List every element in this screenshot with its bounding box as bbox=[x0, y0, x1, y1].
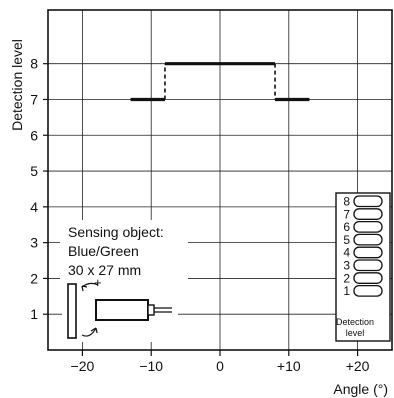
y-tick-label: 5 bbox=[30, 163, 38, 179]
sensing-object-annotation: Sensing object: Blue/Green 30 x 27 mm bbox=[60, 220, 188, 280]
indicator-level-label: 8 bbox=[343, 195, 350, 209]
y-tick-label: 4 bbox=[30, 199, 38, 215]
annotation-line-1: Sensing object: bbox=[68, 224, 164, 240]
y-tick-label: 2 bbox=[30, 270, 38, 286]
rotation-arrowhead-lower bbox=[90, 327, 98, 334]
y-tick-label: 6 bbox=[30, 127, 38, 143]
x-axis-ticks: −20 −10 0 +10 +20 bbox=[71, 350, 370, 374]
y-tick-label: 7 bbox=[30, 91, 38, 107]
indicator-caption-line-2: level bbox=[346, 328, 365, 338]
indicator-level-label: 7 bbox=[343, 207, 350, 221]
rotation-arrow-lower bbox=[81, 327, 97, 337]
annotation-backdrop bbox=[60, 220, 188, 280]
indicator-lamp bbox=[353, 259, 383, 272]
x-axis-label: Angle (°) bbox=[333, 381, 388, 397]
indicator-lamp bbox=[353, 220, 383, 233]
sensor-connector bbox=[147, 304, 155, 316]
indicator-lamp bbox=[353, 272, 383, 284]
x-tick-label: 0 bbox=[216, 358, 224, 374]
indicator-level-label: 2 bbox=[343, 271, 350, 285]
x-tick-label: −10 bbox=[139, 358, 163, 374]
sensing-object-plate bbox=[67, 283, 77, 339]
indicator-lamp bbox=[353, 246, 383, 259]
x-tick-label: +20 bbox=[346, 358, 370, 374]
sensor-illustration: + bbox=[62, 275, 178, 342]
rotation-arrowhead-upper bbox=[81, 285, 88, 292]
x-tick-label: +10 bbox=[277, 358, 301, 374]
y-axis-ticks: 1 2 3 4 5 6 7 8 bbox=[30, 56, 48, 322]
annotation-line-2: Blue/Green bbox=[68, 243, 139, 259]
rotation-sign: + bbox=[94, 275, 102, 290]
indicator-lamp bbox=[353, 233, 383, 246]
indicator-level-label: 6 bbox=[343, 220, 350, 234]
indicator-level-label: 1 bbox=[343, 284, 350, 298]
annotation-line-3: 30 x 27 mm bbox=[68, 262, 141, 278]
sensor-body bbox=[95, 299, 149, 321]
indicator-lamp bbox=[353, 284, 383, 297]
indicator-level-label: 5 bbox=[343, 233, 350, 247]
indicator-level-label: 3 bbox=[343, 259, 350, 273]
y-tick-label: 3 bbox=[30, 235, 38, 251]
indicator-lamp bbox=[353, 195, 383, 208]
y-tick-label: 1 bbox=[30, 306, 38, 322]
y-axis-label: Detection level bbox=[9, 39, 25, 131]
indicator-lamp bbox=[353, 208, 383, 220]
x-tick-label: −20 bbox=[71, 358, 95, 374]
indicator-level-label: 4 bbox=[343, 246, 350, 260]
indicator-caption-line-1: Detection bbox=[336, 317, 374, 327]
y-tick-label: 8 bbox=[30, 56, 38, 72]
series-group bbox=[130, 62, 310, 102]
